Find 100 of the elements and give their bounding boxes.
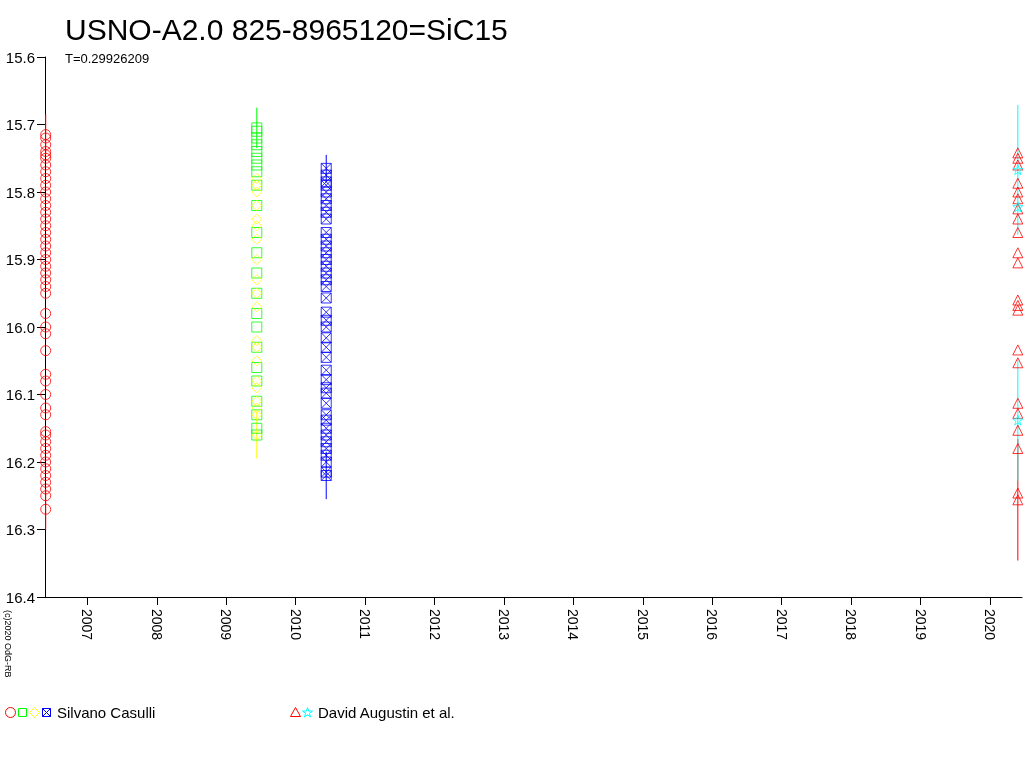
point — [1012, 487, 1024, 499]
point — [1012, 304, 1024, 316]
point — [40, 213, 52, 225]
point — [1012, 407, 1024, 419]
point — [40, 281, 52, 292]
point — [40, 179, 52, 191]
point — [320, 274, 332, 286]
point — [1012, 247, 1024, 259]
point — [320, 233, 332, 245]
x-tick-label: 2008 — [148, 609, 165, 641]
point — [251, 220, 263, 232]
x-tick-label: 2011 — [357, 609, 374, 640]
point — [40, 328, 52, 340]
point — [251, 132, 263, 144]
y-tick-label: 16.2 — [5, 453, 35, 471]
x-tick-label: 2014 — [565, 609, 582, 641]
point — [40, 470, 52, 481]
point — [251, 267, 263, 279]
point — [251, 308, 263, 319]
point — [251, 247, 263, 259]
point — [40, 368, 52, 380]
y-tick-label: 15.8 — [5, 183, 35, 201]
point — [1012, 414, 1024, 426]
point — [251, 402, 263, 414]
x-tick-label: 2015 — [634, 609, 651, 641]
point — [40, 389, 52, 400]
point — [1012, 357, 1024, 369]
point — [320, 240, 332, 252]
point — [40, 287, 52, 299]
point — [40, 227, 52, 238]
point — [251, 233, 263, 245]
x-tick-label: 2012 — [426, 609, 443, 641]
point — [320, 470, 332, 481]
point — [40, 159, 52, 171]
x-tick-label: 2016 — [704, 609, 721, 641]
point — [251, 227, 263, 238]
point — [40, 449, 52, 461]
point — [251, 335, 263, 346]
point — [40, 186, 52, 198]
point — [40, 274, 52, 286]
y-tick-label: 16.4 — [5, 588, 35, 606]
x-tick-label: 2007 — [79, 609, 96, 641]
chart-subtitle: T=0.29926209 — [65, 51, 150, 66]
point — [320, 227, 332, 238]
y-tick-label: 16.0 — [5, 318, 35, 336]
point — [251, 362, 263, 373]
point — [251, 152, 263, 164]
point — [1012, 213, 1024, 225]
point — [40, 146, 52, 157]
point — [320, 443, 332, 454]
point — [40, 233, 52, 245]
x-tick-label: 2013 — [495, 609, 512, 641]
point — [1012, 424, 1024, 436]
x-tick-label: 2020 — [982, 609, 999, 641]
y-tick-label: 16.3 — [5, 521, 35, 538]
point — [40, 240, 52, 252]
point — [251, 355, 263, 367]
point — [251, 139, 263, 151]
point — [1012, 299, 1024, 311]
point — [251, 382, 263, 394]
y-tick-label: 15.9 — [5, 251, 35, 268]
point — [1012, 186, 1024, 198]
point — [40, 206, 52, 218]
point — [40, 247, 52, 259]
point — [40, 166, 52, 178]
point — [320, 260, 332, 272]
chart-title: USNO-A2.0 825-8965120=SiC15 — [65, 12, 508, 46]
point — [1012, 294, 1024, 306]
point — [1012, 152, 1024, 164]
point — [40, 220, 52, 232]
point — [251, 159, 263, 171]
point — [40, 375, 52, 387]
point — [40, 443, 52, 454]
point — [320, 200, 332, 211]
point — [40, 139, 52, 151]
point — [1012, 147, 1024, 159]
point — [1012, 344, 1024, 356]
y-tick-label: 16.1 — [5, 386, 35, 403]
legend-label: Silvano Casulli — [57, 704, 156, 721]
point — [40, 173, 52, 184]
point — [1012, 159, 1024, 171]
point — [40, 503, 52, 515]
point — [40, 193, 52, 205]
point — [40, 308, 52, 319]
y-tick-label: 15.6 — [5, 48, 35, 66]
x-tick-label: 2018 — [843, 609, 860, 641]
point — [1012, 177, 1024, 189]
x-tick-label: 2009 — [218, 609, 235, 641]
point — [1012, 494, 1024, 506]
point — [320, 436, 332, 448]
point — [40, 476, 52, 488]
point — [251, 173, 263, 184]
point — [40, 436, 52, 448]
point — [320, 254, 332, 265]
point — [251, 321, 263, 333]
point — [40, 456, 52, 468]
point — [320, 213, 332, 225]
point — [251, 422, 263, 434]
x-tick-label: 2017 — [773, 609, 790, 641]
point — [40, 200, 52, 211]
